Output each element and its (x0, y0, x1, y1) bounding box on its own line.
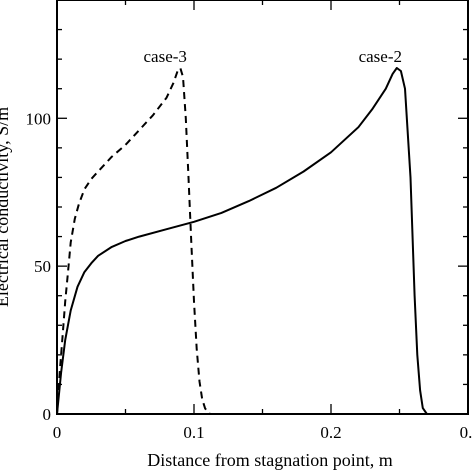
y-tick-label: 50 (34, 257, 51, 276)
plot-frame (56, 0, 469, 415)
series-case-3-line (56, 67, 211, 415)
series-layer (56, 67, 428, 415)
x-axis-label: Distance from stagnation point, m (147, 450, 392, 470)
x-tick-label: 0 (53, 423, 62, 442)
tick-labels: 0 0.1 0.2 0. 0 50 100 (26, 109, 473, 442)
y-tick-label: 100 (26, 109, 52, 128)
x-tick-label: 0. (460, 423, 473, 442)
annotations: case-3 case-2 (144, 47, 403, 66)
y-axis-label: Electrical conductivity, S/m (0, 107, 12, 307)
axis-ticks (56, 0, 469, 415)
annotation-case-3: case-3 (144, 47, 187, 66)
x-tick-label: 0.1 (183, 423, 204, 442)
x-tick-label: 0.2 (320, 423, 341, 442)
annotation-case-2: case-2 (359, 47, 402, 66)
y-tick-label: 0 (43, 405, 52, 424)
series-case-2-line (56, 67, 428, 415)
